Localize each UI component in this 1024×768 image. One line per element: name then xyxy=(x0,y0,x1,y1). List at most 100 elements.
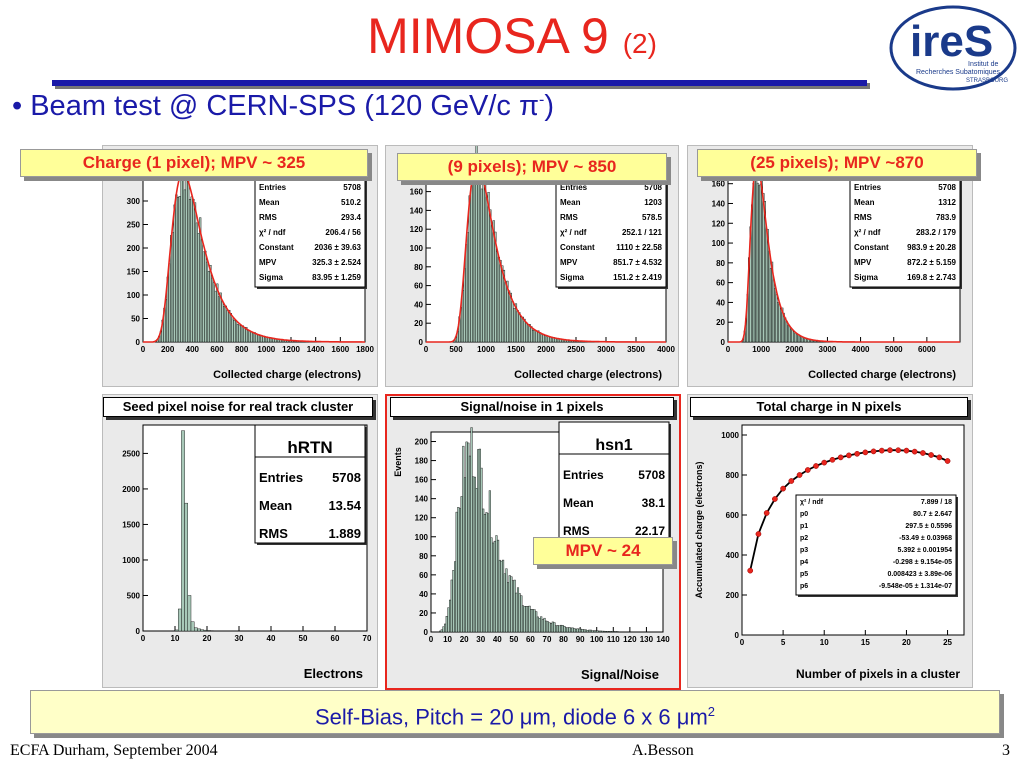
histogram-bin xyxy=(176,196,180,343)
histogram-bin xyxy=(190,196,193,343)
y-tick-label: 80 xyxy=(419,552,428,561)
histogram-bin xyxy=(614,631,617,633)
x-tick-label: 15 xyxy=(861,638,870,647)
stats-value: 83.95 ± 1.259 xyxy=(312,273,361,282)
histogram-bin xyxy=(599,630,602,633)
stats-value: -53.49 ± 0.03968 xyxy=(899,535,952,542)
histogram-bin xyxy=(561,625,564,633)
panel-25-pixels: 0204060801001201401601800100020003000400… xyxy=(687,145,973,387)
histogram-bin xyxy=(235,320,238,343)
histogram-bin xyxy=(467,442,470,633)
y-tick-label: 100 xyxy=(410,244,424,253)
stats-value: -9.548e-05 ± 1.314e-07 xyxy=(879,583,952,590)
title-suffix: (2) xyxy=(622,28,657,59)
stats-value: 151.2 ± 2.419 xyxy=(613,273,662,282)
histogram-bin xyxy=(535,611,538,633)
histogram-bin xyxy=(785,320,788,343)
x-tick-label: 1000 xyxy=(477,345,495,354)
landau-fit-curve xyxy=(143,171,365,343)
histogram-bin xyxy=(214,290,217,343)
panel-title-signal-noise: Signal/noise in 1 pixels xyxy=(390,397,674,417)
histogram-bin xyxy=(465,244,468,343)
callout-25-pixels: (25 pixels); MPV ~870 xyxy=(697,149,977,177)
stats-label: Entries xyxy=(259,183,287,192)
y-axis-label: Events xyxy=(393,447,403,477)
histogram-bin xyxy=(484,181,487,343)
histogram-bin xyxy=(511,301,514,343)
histogram-bin xyxy=(184,502,188,632)
histogram-bin xyxy=(458,508,462,633)
data-point xyxy=(788,478,795,484)
stats-title: hsn1 xyxy=(595,437,632,454)
histogram-bin xyxy=(543,617,546,633)
y-tick-label: 160 xyxy=(415,476,429,485)
y-tick-label: 0 xyxy=(419,338,424,347)
stats-box xyxy=(555,177,667,288)
y-tick-label: 200 xyxy=(415,438,429,447)
histogram-bin xyxy=(193,627,198,632)
x-tick-label: 0 xyxy=(726,345,731,354)
histogram-bin xyxy=(183,189,186,343)
data-point xyxy=(854,450,860,457)
histogram-bin xyxy=(444,623,447,633)
histogram-bin xyxy=(205,261,209,343)
x-tick-label: 200 xyxy=(161,345,175,354)
data-point xyxy=(747,567,754,574)
data-point xyxy=(911,448,918,455)
histogram-bin xyxy=(518,312,521,343)
histogram-bin xyxy=(492,542,495,633)
x-tick-label: 130 xyxy=(640,635,654,644)
histogram-bin xyxy=(536,616,539,633)
histogram-bin xyxy=(556,625,559,633)
x-tick-label: 500 xyxy=(449,345,463,354)
x-tick-label: 30 xyxy=(235,634,244,643)
stats-label: Constant xyxy=(560,243,595,252)
data-point xyxy=(928,452,934,458)
histogram-bin xyxy=(252,332,255,343)
stats-label: RMS xyxy=(259,526,288,541)
y-tick-label: 60 xyxy=(716,279,725,288)
histogram-bin xyxy=(525,606,528,633)
histogram-bin xyxy=(798,335,801,343)
x-axis-label: Collected charge (electrons) xyxy=(213,369,361,381)
histogram-bin xyxy=(495,535,498,633)
histogram-bin xyxy=(530,326,533,343)
data-point xyxy=(804,467,811,473)
histogram-bin xyxy=(608,631,611,633)
x-tick-label: 50 xyxy=(509,635,518,644)
x-tick-label: 4000 xyxy=(852,345,870,354)
y-tick-label: 40 xyxy=(414,300,423,309)
y-tick-label: 0 xyxy=(735,631,740,640)
x-tick-label: 20 xyxy=(460,635,469,644)
histogram-bin xyxy=(185,179,188,343)
panel-total-charge: 0 200 400 600 800 1000 0 5 10 15 20 25 Number of pix… xyxy=(687,394,973,688)
x-tick-label: 800 xyxy=(235,345,249,354)
histogram-bin xyxy=(613,631,616,633)
histogram-bin xyxy=(192,198,195,343)
histogram-bin xyxy=(533,609,536,633)
histogram-bin xyxy=(515,592,518,633)
x-tick-label: 1500 xyxy=(507,345,525,354)
stats-label: p3 xyxy=(800,547,808,554)
stats-value: 252.1 / 121 xyxy=(622,228,663,237)
stats-value: 1203 xyxy=(644,198,662,207)
histogram-bin xyxy=(505,568,508,633)
histogram-bin xyxy=(533,330,536,343)
stats-label: Entries xyxy=(560,183,588,192)
x-tick-label: 1000 xyxy=(257,345,275,354)
y-tick-label: 150 xyxy=(127,268,141,277)
bullet-dot: • xyxy=(12,90,31,122)
histogram-bin xyxy=(565,627,568,633)
histogram-bin xyxy=(475,487,478,633)
callout-snr-mpv: MPV ~ 24 xyxy=(533,537,673,565)
y-tick-label: 160 xyxy=(410,188,424,197)
histogram-bin xyxy=(203,629,208,632)
histogram-bin xyxy=(594,630,597,633)
stats-label: RMS xyxy=(854,213,872,222)
stats-label: p2 xyxy=(800,535,808,542)
histogram-bin xyxy=(555,625,558,633)
histogram-bin xyxy=(591,630,594,633)
stats-value: 5708 xyxy=(332,470,361,485)
data-point xyxy=(936,454,943,461)
stats-value: 2036 ± 39.63 xyxy=(314,243,361,252)
